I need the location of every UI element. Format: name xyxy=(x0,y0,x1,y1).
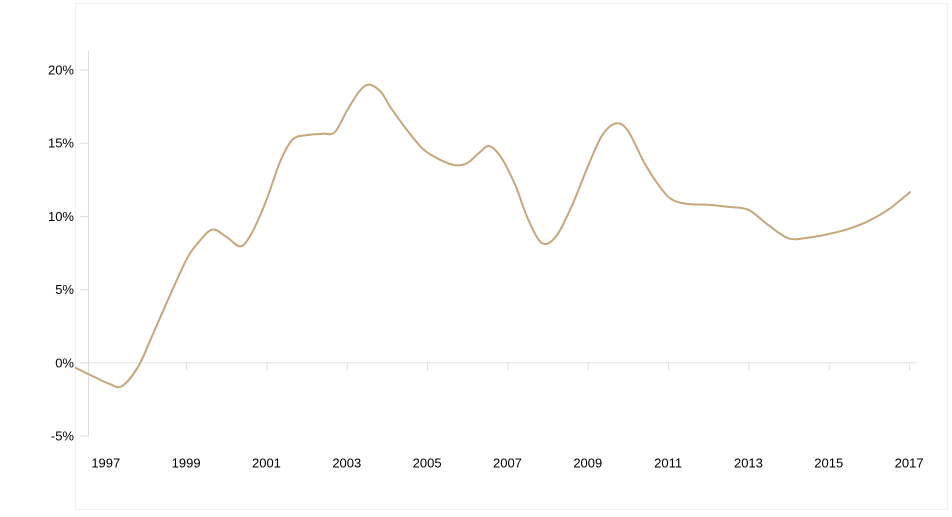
y-axis-tick-label: 5% xyxy=(55,282,74,297)
y-axis-tick-label: 20% xyxy=(48,63,74,78)
x-axis-tick-label: 2017 xyxy=(895,456,924,471)
y-axis: 20% 15% 10% 5% 0% -5% xyxy=(48,51,89,444)
series-line-percent-value xyxy=(74,83,911,389)
x-axis-tick-label: 2007 xyxy=(493,456,522,471)
y-axis-tick-label: 15% xyxy=(48,136,74,151)
x-axis-tick-label: 1999 xyxy=(172,456,201,471)
series-group xyxy=(74,83,911,389)
x-axis-tick-label: 2013 xyxy=(734,456,763,471)
x-axis-tick-label: 1997 xyxy=(91,456,120,471)
x-axis-tick-label: 2011 xyxy=(654,456,682,471)
chart-frame-border xyxy=(75,3,948,510)
x-axis-tick-label: 2009 xyxy=(573,456,602,471)
x-axis-tick-label: 2015 xyxy=(814,456,843,471)
y-axis-tick-label: 0% xyxy=(55,355,74,370)
y-axis-tick-label: 10% xyxy=(48,209,74,224)
x-axis-tick-label: 2001 xyxy=(252,456,281,471)
x-axis-tick-label: 2005 xyxy=(413,456,442,471)
chart-frame xyxy=(75,3,948,510)
x-axis: 1997 1999 2001 2003 2005 2007 2009 2011 2013 2015… xyxy=(88,362,924,471)
y-axis-tick-label: -5% xyxy=(51,429,75,444)
x-axis-tick-label: 2003 xyxy=(332,456,361,471)
